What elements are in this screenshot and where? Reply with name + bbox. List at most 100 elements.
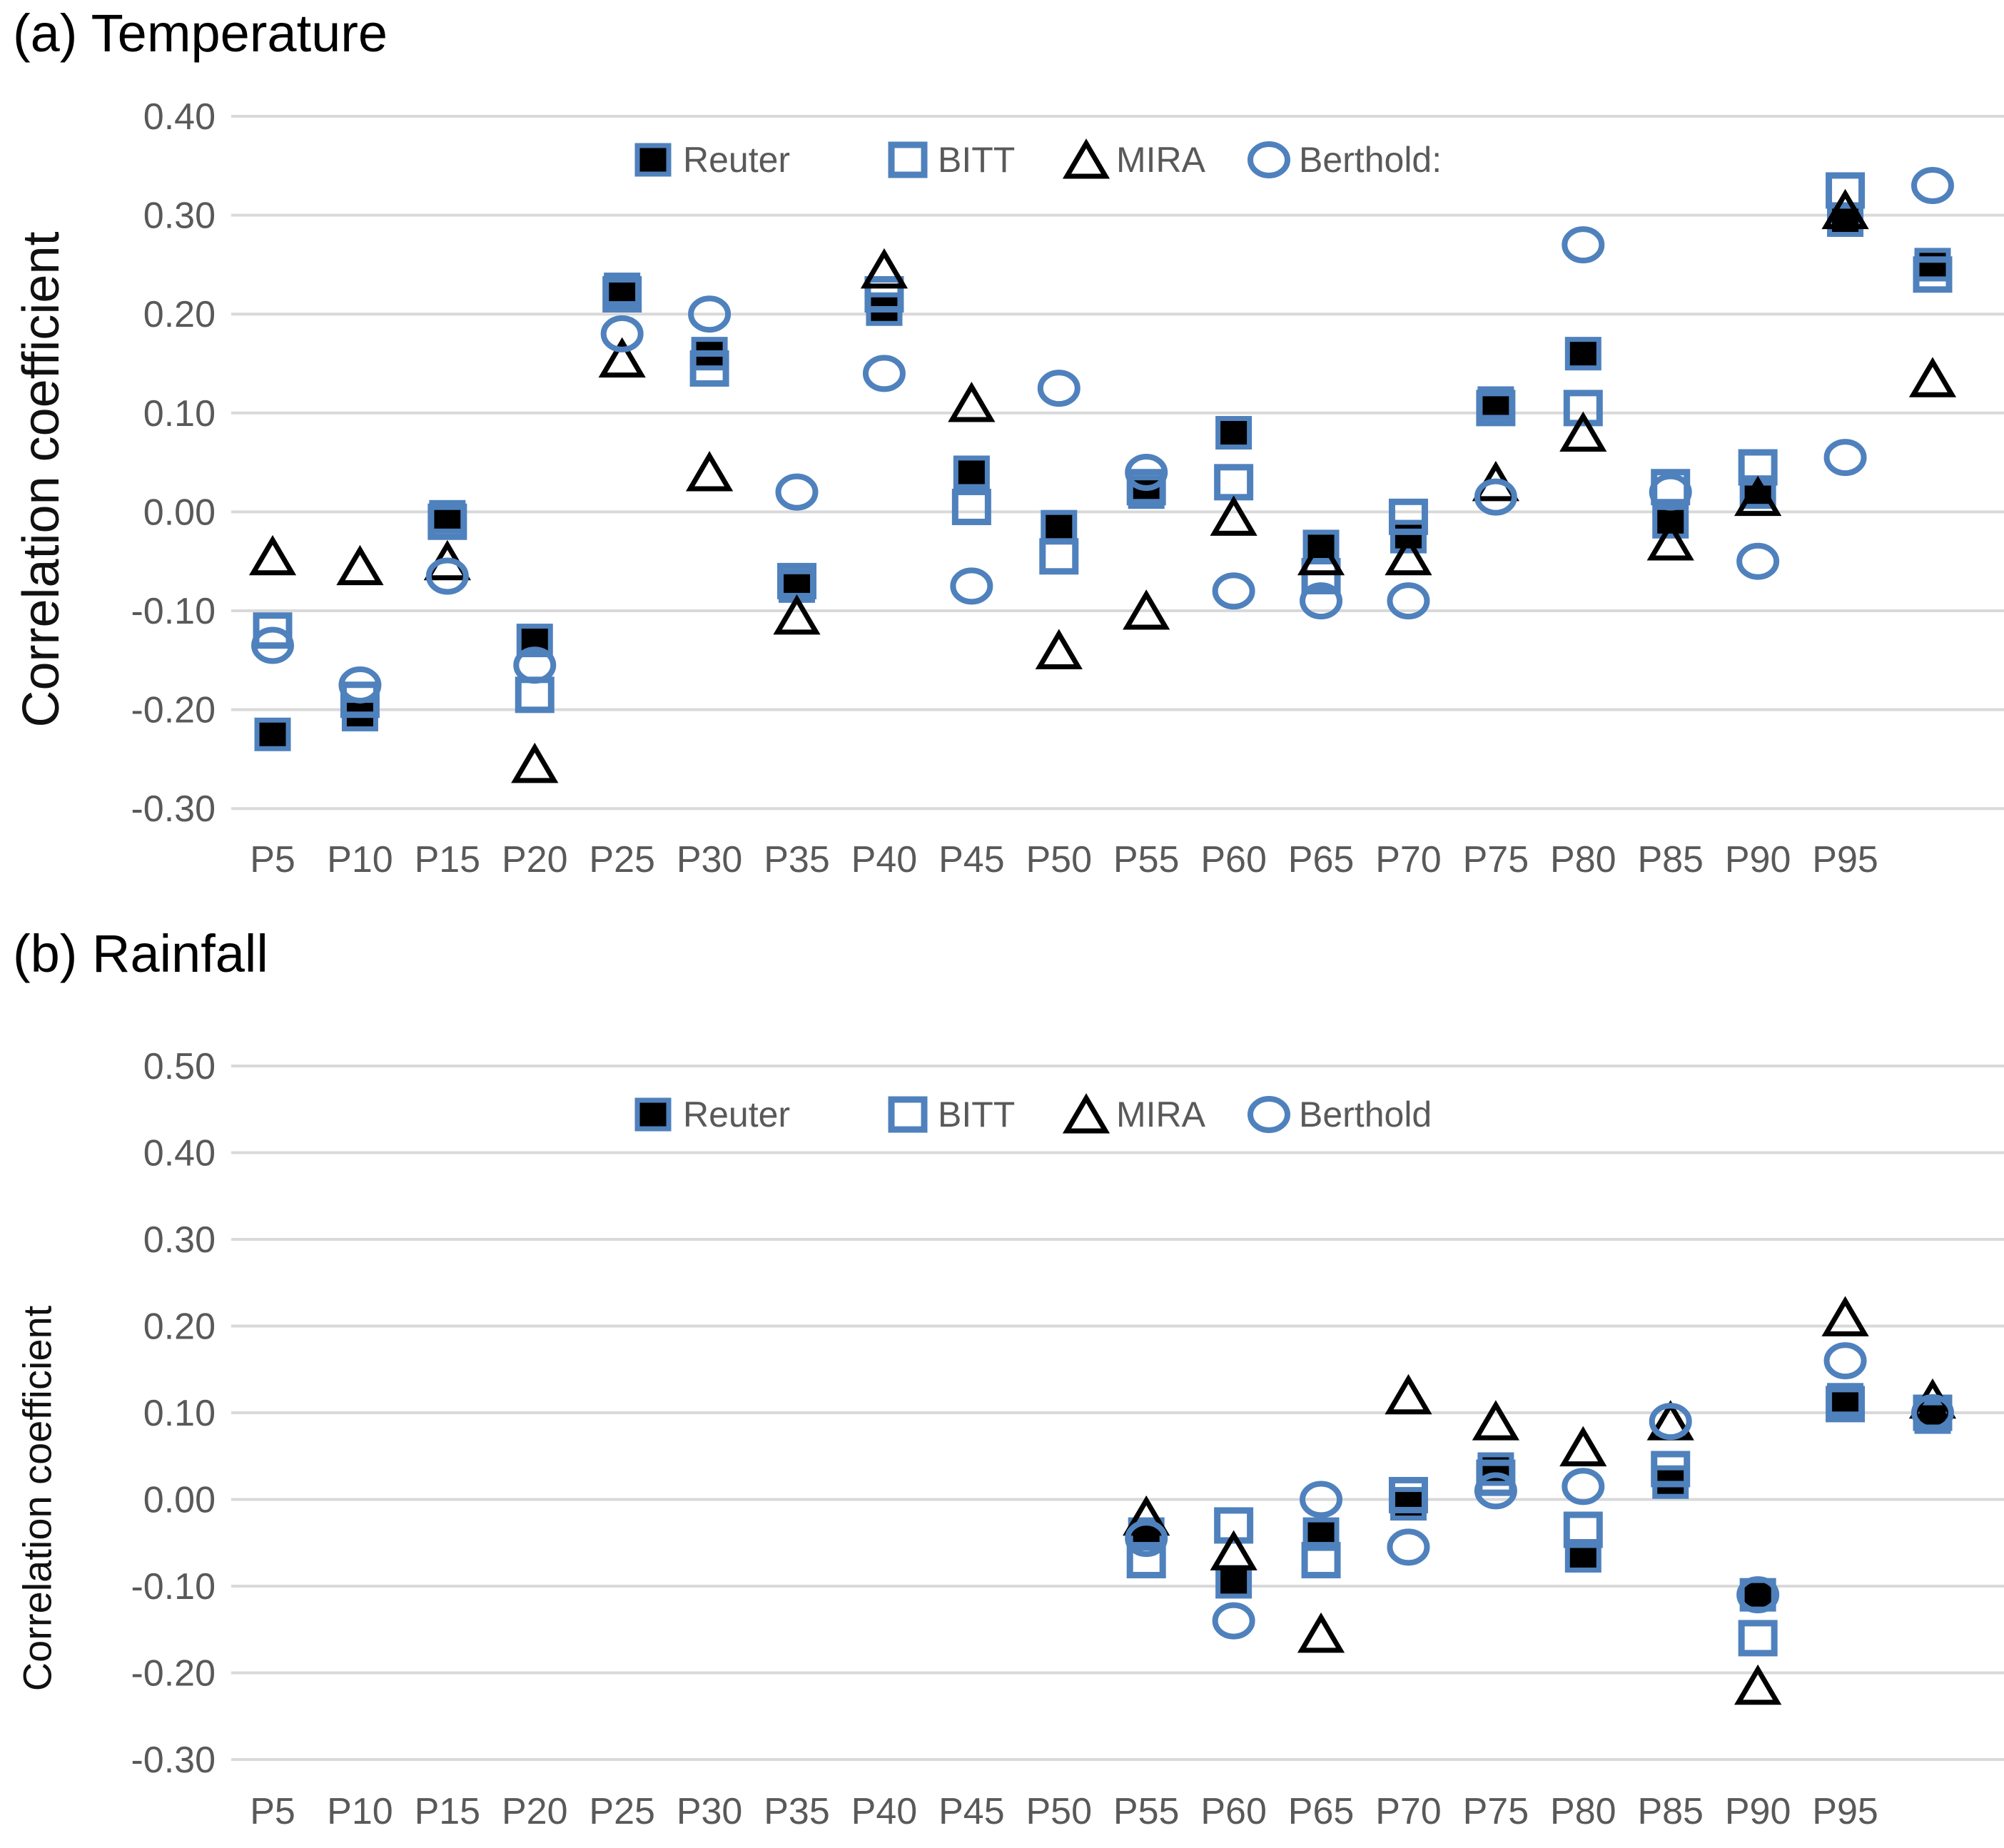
legend-item-reuter: Reuter	[634, 1095, 790, 1134]
open-triangle-marker	[1123, 1495, 1170, 1536]
open-circle-legend-icon	[1248, 141, 1290, 178]
legend-a: Reuter BITT MIRA Berthold:	[634, 138, 1442, 180]
y-tick-label: 0.40	[143, 1133, 216, 1174]
filled-square-marker	[1215, 1565, 1252, 1599]
open-triangle-marker	[948, 382, 996, 422]
filled-square-marker	[1914, 248, 1951, 282]
x-tick-label: P40	[851, 1791, 918, 1832]
y-tick-label: -0.10	[131, 591, 216, 632]
open-circle-marker	[950, 567, 993, 605]
open-circle-legend-icon	[1248, 1096, 1290, 1133]
open-circle-marker	[1387, 1528, 1430, 1566]
open-triangle-marker	[1385, 534, 1432, 576]
open-circle-marker	[1911, 1394, 1954, 1431]
x-tick-label: P90	[1725, 839, 1791, 880]
x-tick-label: P15	[415, 1791, 481, 1832]
open-square-marker	[1913, 256, 1953, 293]
y-tick-label: 0.10	[143, 393, 216, 435]
y-tick-label: -0.30	[131, 788, 216, 830]
x-tick-label: P85	[1637, 1791, 1704, 1832]
x-tick-label: P70	[1375, 1791, 1442, 1832]
open-triangle-marker	[860, 248, 909, 289]
open-square-legend-icon	[888, 1096, 928, 1133]
legend-item-bitt: BITT	[888, 1095, 1015, 1134]
open-triangle-marker	[1297, 1612, 1345, 1653]
open-triangle-marker	[685, 451, 734, 492]
open-circle-marker	[1300, 582, 1343, 620]
filled-square-legend-icon	[634, 1097, 672, 1132]
legend-label: Reuter	[683, 140, 790, 180]
open-triangle-legend-icon	[1062, 138, 1110, 179]
open-square-marker	[951, 488, 991, 525]
legend-item-bitt: BITT	[888, 140, 1015, 180]
open-triangle-marker	[511, 742, 559, 783]
x-tick-label: P35	[764, 839, 830, 880]
y-tick-label: 0.10	[143, 1393, 216, 1434]
open-square-marker	[1826, 172, 1866, 209]
y-tick-label: 0.30	[143, 196, 216, 237]
legend-label: Reuter	[683, 1095, 790, 1134]
filled-square-marker	[254, 717, 291, 751]
x-tick-label: P30	[677, 839, 743, 880]
x-tick-label: P10	[327, 839, 393, 880]
x-tick-label: P5	[250, 839, 295, 880]
x-tick-label: P45	[938, 1791, 1005, 1832]
open-circle-marker	[1562, 1468, 1605, 1506]
open-square-marker	[1126, 469, 1166, 506]
open-circle-marker	[862, 355, 906, 392]
open-circle-marker	[775, 473, 819, 511]
filled-square-legend-icon	[634, 143, 672, 177]
x-tick-label: P70	[1375, 839, 1442, 880]
open-circle-marker	[1649, 473, 1692, 511]
y-tick-label: 0.00	[143, 1480, 216, 1521]
open-square-marker	[1651, 1451, 1691, 1488]
open-square-marker	[1388, 1476, 1428, 1513]
y-tick-label: -0.10	[131, 1566, 216, 1608]
series-berthold-b	[1125, 1342, 1954, 1640]
filled-square-marker	[1215, 416, 1252, 450]
open-triangle-marker	[1385, 1374, 1432, 1415]
y-tick-label: 0.20	[143, 1306, 216, 1348]
legend-item-reuter: Reuter	[634, 140, 790, 180]
legend-b: Reuter BITT MIRA Berthold	[634, 1093, 1432, 1134]
open-square-marker	[340, 681, 380, 719]
open-square-marker	[1214, 464, 1254, 501]
open-circle-marker	[513, 646, 557, 684]
x-tick-label: P10	[327, 1791, 393, 1832]
open-triangle-marker	[1821, 1296, 1869, 1336]
x-tick-label: P65	[1288, 839, 1355, 880]
x-tick-label: P50	[1026, 1791, 1093, 1832]
open-circle-marker	[1474, 478, 1517, 516]
series-bitt-a	[253, 172, 1953, 719]
y-tick-label: -0.20	[131, 690, 216, 731]
open-square-marker	[1039, 538, 1079, 575]
chart-a-title: (a) Temperature	[13, 4, 388, 63]
open-triangle-marker	[1210, 1530, 1257, 1570]
open-circle-marker	[1212, 572, 1255, 610]
legend-label: MIRA	[1116, 140, 1206, 180]
filled-square-marker	[1390, 1487, 1427, 1521]
chart-b: 0.50 0.40 0.30 0.20 0.10 0.00 -0.10 -0.20 -0.30 P…	[131, 1046, 2004, 1832]
open-square-legend-icon	[888, 141, 928, 178]
open-square-marker	[1388, 498, 1428, 535]
open-square-marker	[689, 350, 729, 387]
x-tick-label: P55	[1113, 839, 1180, 880]
open-triangle-marker	[248, 534, 297, 576]
filled-square-marker	[1564, 337, 1601, 371]
open-triangle-marker	[1734, 475, 1782, 517]
y-tick-label: 0.40	[143, 96, 216, 138]
open-square-marker	[515, 676, 555, 714]
x-tick-label: P55	[1113, 1791, 1180, 1832]
open-triangle-marker	[1035, 629, 1083, 669]
open-triangle-marker	[1297, 534, 1345, 576]
open-triangle-legend-icon	[1062, 1093, 1110, 1134]
legend-label: Berthold:	[1299, 140, 1442, 180]
x-tick-label: P80	[1550, 839, 1616, 880]
x-tick-label: P95	[1812, 839, 1878, 880]
open-triangle-marker	[1210, 495, 1257, 536]
chart-a: 0.40 0.30 0.20 0.10 0.00 -0.10 -0.20 -0.30 P5 P10…	[131, 96, 2004, 880]
open-circle-marker	[1125, 453, 1168, 491]
x-tick-label: P90	[1725, 1791, 1791, 1832]
open-circle-marker	[1736, 542, 1780, 580]
